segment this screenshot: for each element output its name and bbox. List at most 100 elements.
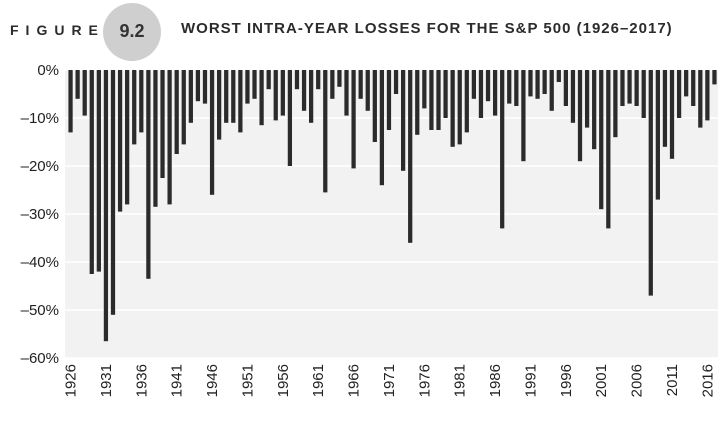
bar-2000 <box>592 70 597 150</box>
bar-1982 <box>464 70 469 133</box>
bar-2003 <box>613 70 618 138</box>
bar-1971 <box>386 70 392 130</box>
figure-label: FIGURE <box>10 22 105 38</box>
x-tick-label: 1966 <box>346 364 363 397</box>
bar-1938 <box>153 70 158 207</box>
bar-1999 <box>584 70 590 128</box>
bar-1933 <box>117 70 123 212</box>
bar-1941 <box>174 70 179 154</box>
bar-2015 <box>698 70 703 128</box>
bar-1994 <box>549 70 554 111</box>
y-tick-label: –50% <box>21 302 59 319</box>
bar-1929 <box>89 70 94 274</box>
bar-1969 <box>372 70 377 142</box>
x-tick-label: 1991 <box>522 364 539 397</box>
x-tick-label: 2011 <box>664 364 681 396</box>
bar-1985 <box>485 70 491 102</box>
bar-1947 <box>217 70 222 140</box>
bar-1984 <box>478 70 484 118</box>
x-tick-label: 2001 <box>593 364 610 397</box>
bar-2005 <box>627 70 632 104</box>
x-tick-label: 2006 <box>629 364 646 397</box>
bar-2012 <box>676 70 682 118</box>
y-axis-ticks: 0% –10% –20% –30% –40% –50% –60% <box>21 62 59 367</box>
bar-1998 <box>577 70 583 162</box>
bar-1961 <box>316 70 321 90</box>
bar-1949 <box>231 70 236 123</box>
bar-1997 <box>570 70 576 123</box>
bar-2009 <box>655 70 660 200</box>
x-axis-ticks: 1926 1931 1936 1941 1946 1951 1956 1961 1966 1971… <box>63 364 717 397</box>
figure-header: FIGURE 9.2 WORST INTRA-YEAR LOSSES FOR T… <box>0 0 726 61</box>
y-tick-label: –60% <box>21 350 59 367</box>
bar-1970 <box>379 70 385 186</box>
bar-1979 <box>443 70 448 118</box>
bar-2004 <box>620 70 625 106</box>
bar-1942 <box>181 70 186 145</box>
bar-1973 <box>400 70 406 171</box>
x-tick-label: 1971 <box>381 364 398 397</box>
bar-1939 <box>160 70 165 178</box>
bar-1976 <box>422 70 427 109</box>
bar-1950 <box>238 70 243 133</box>
x-tick-label: 1951 <box>239 364 256 397</box>
chart-title: WORST INTRA-YEAR LOSSES FOR THE S&P 500 … <box>181 20 673 37</box>
bar-1996 <box>563 70 568 106</box>
x-tick-label: 1926 <box>63 364 80 397</box>
bar-1959 <box>301 70 307 111</box>
bar-1940 <box>167 70 172 205</box>
bar-2002 <box>606 70 611 229</box>
y-tick-label: –30% <box>21 206 59 223</box>
x-tick-label: 1996 <box>558 364 575 397</box>
bar-2016 <box>705 70 710 121</box>
bar-1964 <box>337 70 342 87</box>
bar-1986 <box>492 70 498 116</box>
bar-1975 <box>415 70 420 135</box>
bar-1951 <box>245 70 250 104</box>
bar-1937 <box>146 70 151 279</box>
bar-1981 <box>457 70 462 145</box>
bar-1958 <box>294 70 300 90</box>
bar-1983 <box>471 70 476 99</box>
bar-1991 <box>528 70 533 97</box>
y-tick-label: –10% <box>21 110 59 127</box>
bar-1993 <box>542 70 547 94</box>
bars <box>68 70 717 342</box>
bar-1989 <box>514 70 519 106</box>
bar-1935 <box>132 70 137 145</box>
bar-2001 <box>599 70 604 210</box>
bar-1968 <box>365 70 370 111</box>
bar-1946 <box>209 70 215 195</box>
x-tick-label: 1956 <box>275 364 292 397</box>
bar-chart: 0%–10%–20%–30%–40%–50%–60% 1926 1931 1936 1… <box>21 62 718 397</box>
bar-1953 <box>259 70 264 126</box>
y-tick-label: 0% <box>37 62 59 79</box>
bar-1995 <box>556 70 561 82</box>
bar-2011 <box>669 70 675 159</box>
bar-1967 <box>358 70 363 99</box>
bar-1965 <box>344 70 349 116</box>
bar-1956 <box>280 70 285 116</box>
x-tick-label: 1981 <box>452 364 469 397</box>
x-tick-label: 1941 <box>169 364 186 397</box>
y-tick-label: –40% <box>21 254 59 271</box>
x-tick-label: 1931 <box>98 364 115 397</box>
bar-1966 <box>351 70 356 169</box>
bar-1990 <box>521 70 526 162</box>
bar-1972 <box>393 70 399 94</box>
bar-1960 <box>309 70 314 123</box>
x-tick-label: 1936 <box>133 364 150 397</box>
bar-2013 <box>684 70 689 97</box>
bar-1936 <box>139 70 144 133</box>
bar-1955 <box>273 70 278 121</box>
bar-1962 <box>323 70 328 193</box>
x-tick-label: 1946 <box>204 364 221 397</box>
bar-2014 <box>691 70 696 106</box>
bar-1928 <box>82 70 87 116</box>
bar-1927 <box>75 70 80 99</box>
x-tick-label: 1986 <box>487 364 504 397</box>
bar-1931 <box>103 70 109 342</box>
figure-number: 9.2 <box>119 21 145 41</box>
bar-2008 <box>648 70 653 296</box>
bar-1952 <box>252 70 257 99</box>
